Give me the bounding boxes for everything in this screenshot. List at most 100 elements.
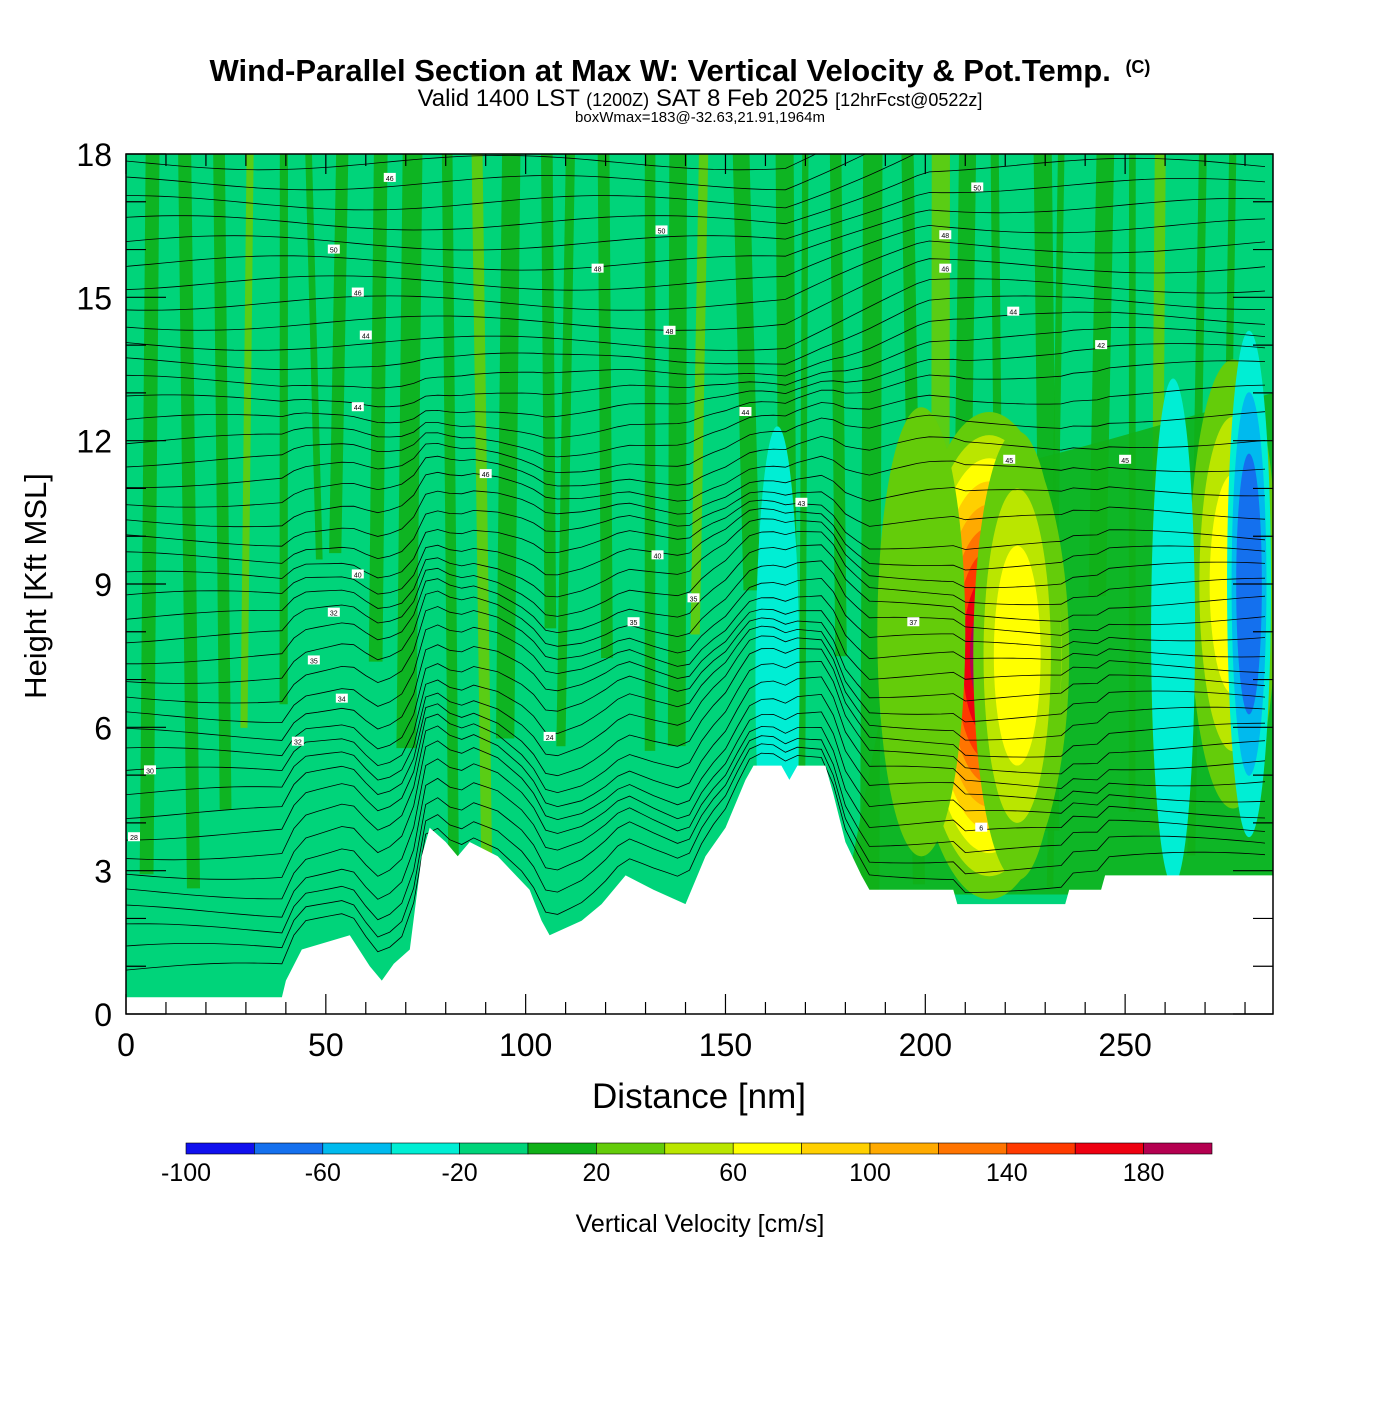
isentrope [126, 326, 1266, 408]
velocity-streak [859, 154, 883, 916]
isentrope [126, 676, 1266, 861]
svg-text:35: 35 [630, 620, 638, 627]
velocity-streak [396, 154, 423, 749]
svg-text:45: 45 [1005, 458, 1013, 465]
y-axis-label: Height [Kft MSL] [18, 473, 53, 699]
valid-date: SAT 8 Feb 2025 [656, 85, 829, 112]
colorbar-label: Vertical Velocity [cm/s] [576, 1210, 825, 1238]
svg-text:42: 42 [1097, 343, 1105, 350]
updraft-core [993, 545, 1041, 766]
isentrope-label: 37 [907, 617, 920, 627]
isentrope-label: 44 [351, 402, 364, 412]
colorbar-tick-label: -100 [161, 1159, 211, 1187]
svg-text:24: 24 [546, 735, 554, 742]
velocity-streak [329, 154, 349, 554]
velocity-streak [368, 154, 388, 662]
svg-text:40: 40 [354, 572, 362, 579]
velocity-streak [495, 154, 521, 739]
isentrope [126, 343, 1266, 424]
svg-text:32: 32 [330, 611, 338, 618]
isentrope-label: 44 [739, 407, 752, 417]
isentrope [126, 508, 1266, 596]
svg-text:48: 48 [666, 329, 674, 336]
isentrope [126, 435, 1266, 508]
velocity-streak [690, 154, 709, 635]
svg-text:46: 46 [941, 267, 949, 274]
svg-text:44: 44 [354, 405, 362, 412]
colorbar-swatch [1143, 1142, 1213, 1155]
downdraft-core [1151, 378, 1196, 885]
isentrope [126, 661, 1266, 841]
svg-text:44: 44 [1009, 310, 1017, 317]
velocity-streak [213, 154, 232, 810]
isentrope [126, 726, 1266, 918]
isentrope [126, 218, 1266, 291]
isentrope [126, 735, 1266, 934]
isentrope [126, 154, 817, 171]
svg-text:46: 46 [354, 291, 362, 298]
velocity-streak [732, 154, 761, 591]
colorbar-swatch [1074, 1142, 1144, 1155]
isentrope [126, 743, 1266, 949]
colorbar-swatch [869, 1142, 939, 1155]
velocity-streak [441, 154, 459, 860]
svg-text:32: 32 [294, 740, 302, 747]
y-tick-label: 0 [94, 997, 112, 1033]
updraft-core [877, 407, 966, 857]
isentrope [126, 617, 1266, 757]
svg-text:35: 35 [690, 596, 698, 603]
isentrope [126, 518, 1266, 620]
velocity-streak [597, 154, 613, 659]
x-tick-label: 100 [499, 1027, 552, 1063]
y-tick-label: 9 [94, 567, 112, 603]
chart-title: Wind-Parallel Section at Max W: Vertical… [210, 53, 1151, 88]
isentrope-label: 48 [939, 230, 952, 240]
x-tick-label: 250 [1098, 1027, 1151, 1063]
isentrope-label: 34 [335, 693, 348, 704]
colorbar-swatch [527, 1142, 597, 1155]
isentrope [126, 544, 1266, 665]
chart-title-main: Wind-Parallel Section at Max W: Vertical… [210, 53, 1111, 88]
svg-text:50: 50 [973, 185, 981, 192]
svg-text:28: 28 [130, 835, 138, 842]
svg-text:34: 34 [338, 697, 346, 704]
isentrope [126, 499, 1266, 579]
x-axis-label: Distance [nm] [592, 1077, 806, 1116]
isentrope [126, 258, 1266, 331]
svg-text:44: 44 [362, 334, 370, 341]
isentrope-label: 35 [687, 593, 700, 603]
colorbar-tick-label: 60 [719, 1159, 747, 1187]
colorbar-swatch [459, 1142, 529, 1155]
x-tick-label: 200 [899, 1027, 952, 1063]
isentrope-label: 45 [1003, 454, 1016, 465]
isentrope [126, 278, 1266, 351]
colorbar-swatch [322, 1142, 392, 1155]
isentrope-label: 46 [383, 172, 396, 183]
colorbar-tick-label: 180 [1123, 1159, 1165, 1187]
isentrope-label: 35 [627, 617, 640, 627]
isentrope-label: 44 [1007, 306, 1020, 317]
valid-time-utc: (1200Z) [586, 90, 649, 110]
isentrope-label: 43 [795, 497, 808, 508]
colorbar-swatch [664, 1142, 734, 1155]
isentrope [126, 711, 1266, 900]
svg-text:50: 50 [330, 248, 338, 255]
svg-text:43: 43 [798, 501, 806, 508]
isentrope [126, 560, 1266, 684]
isentrope [126, 311, 1266, 389]
velocity-streak [240, 154, 254, 728]
isentrope-label: 46 [351, 287, 364, 298]
svg-text:44: 44 [742, 410, 750, 417]
colorbar-swatch [185, 1142, 255, 1155]
svg-text:48: 48 [941, 233, 949, 240]
isentrope-label: 50 [655, 225, 668, 235]
svg-text:40: 40 [654, 553, 662, 560]
isentrope [126, 608, 1266, 741]
valid-time-label: Valid 1400 LST [418, 85, 581, 112]
colorbar-swatch [596, 1142, 666, 1155]
isentrope [126, 647, 1266, 819]
isentrope-label: 28 [127, 832, 140, 842]
svg-text:6: 6 [979, 826, 983, 833]
isentrope [126, 411, 1266, 488]
isentrope [126, 197, 1266, 271]
